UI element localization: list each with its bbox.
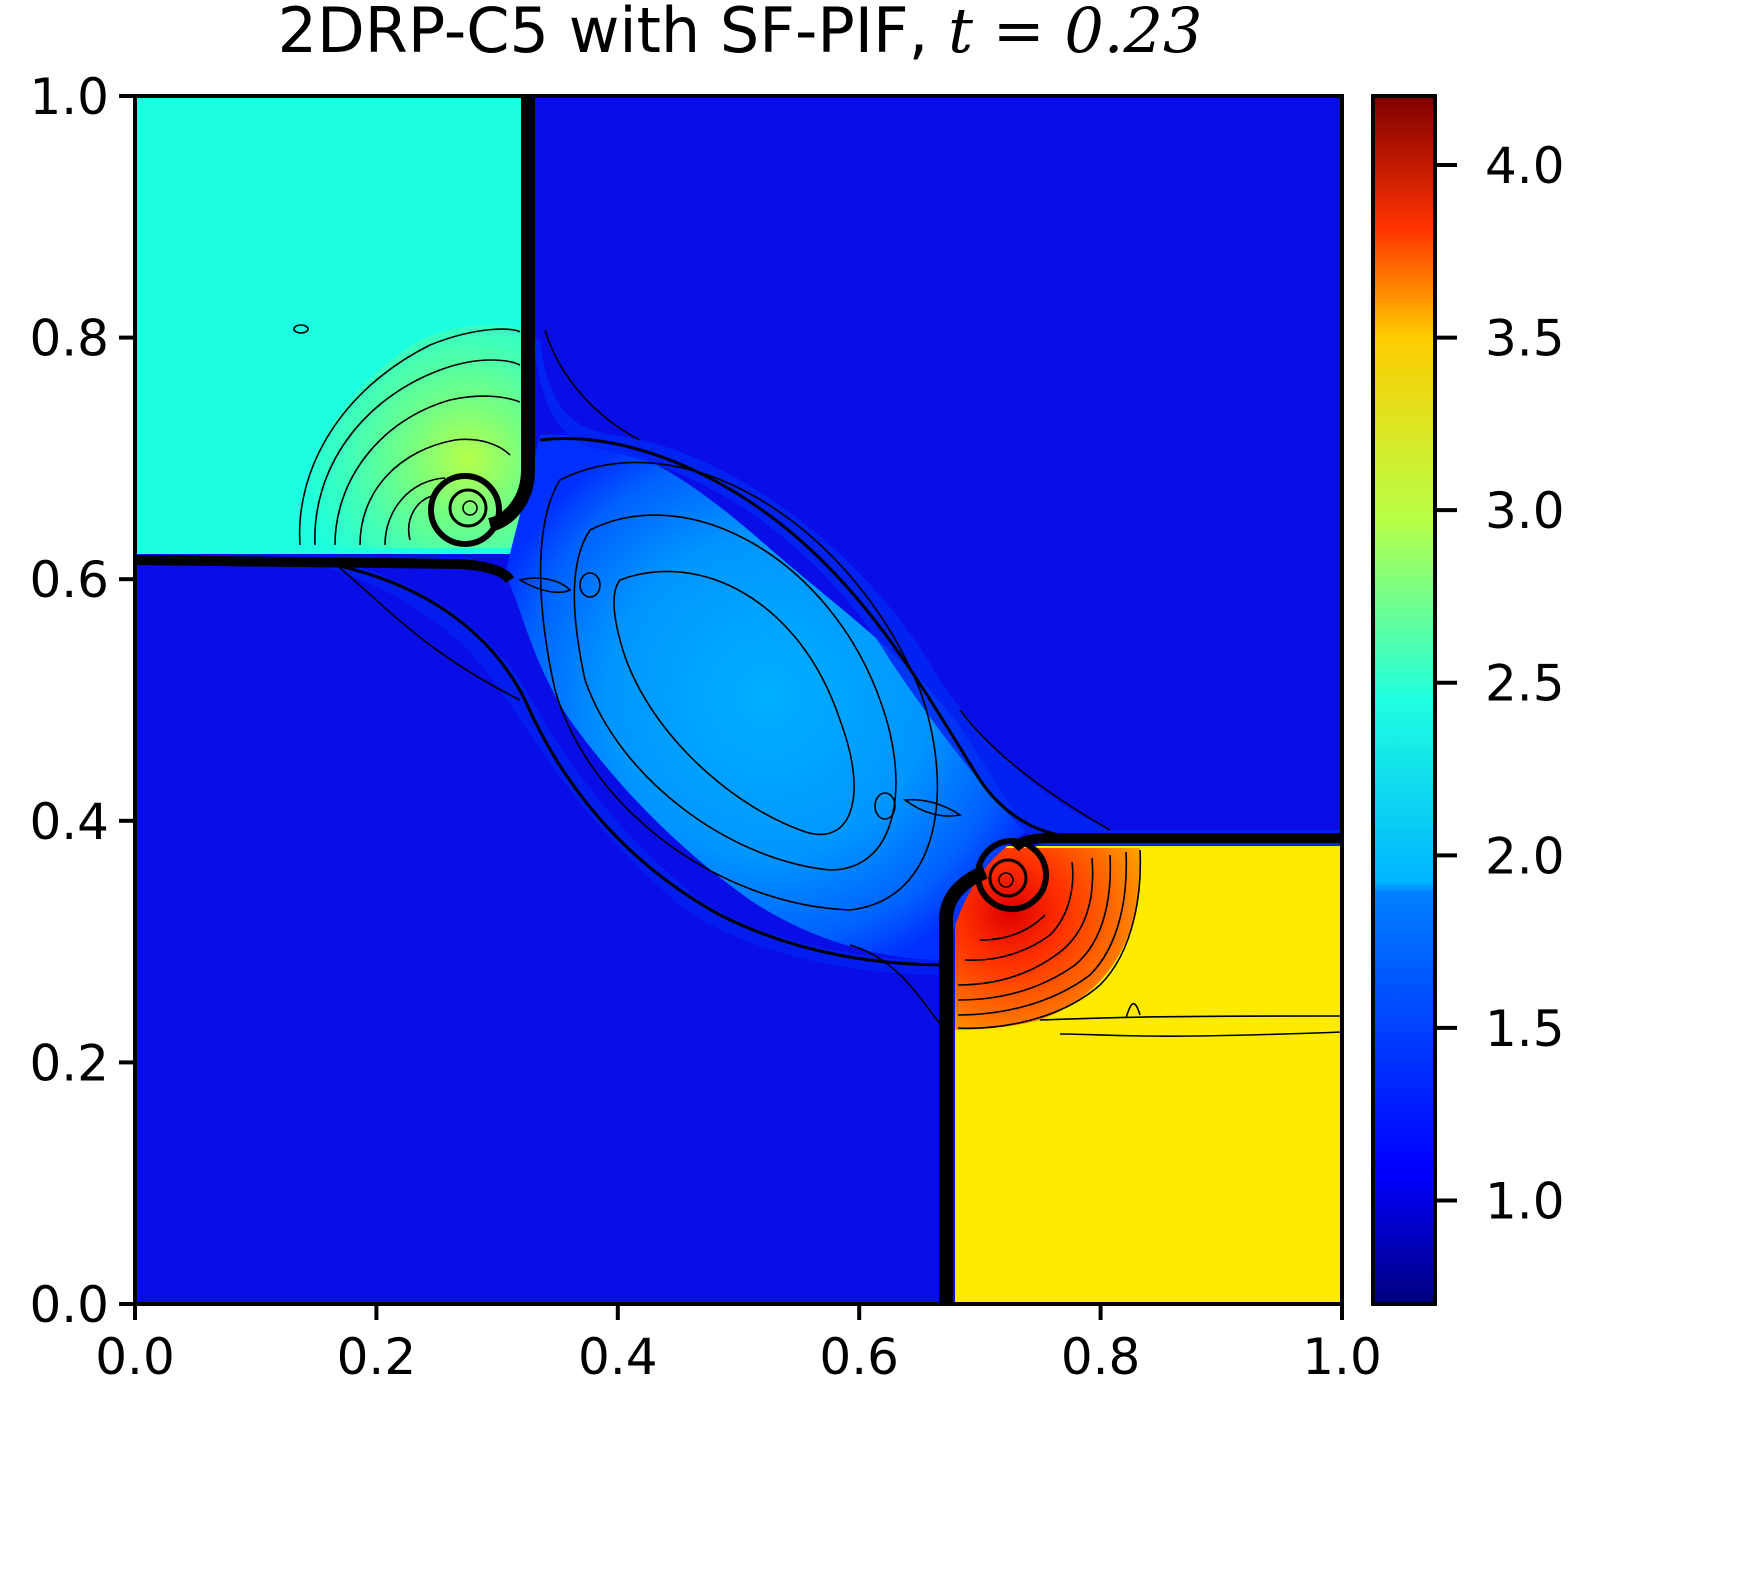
y-tick-label: 0.2 [29, 1034, 109, 1092]
colorbar-axis: 1.0 1.5 2.0 2.5 3.0 3.5 4.0 [1435, 137, 1565, 1230]
colorbar-tick-label: 2.0 [1485, 827, 1565, 885]
y-tick-label: 0.0 [29, 1276, 109, 1334]
colorbar-tick-label: 3.0 [1485, 482, 1565, 540]
y-axis: 0.0 0.2 0.4 0.6 0.8 1.0 [29, 68, 135, 1334]
chart-title-math: t = 0.23 [948, 0, 1202, 67]
central-jet [505, 434, 1030, 961]
x-tick-label: 0.6 [819, 1328, 899, 1386]
x-tick-label: 0.0 [95, 1328, 175, 1386]
slip-lines [135, 96, 1342, 1304]
y-tick-label: 0.4 [29, 793, 109, 851]
colorbar-tick-label: 2.5 [1485, 655, 1565, 713]
y-tick-label: 1.0 [29, 68, 109, 126]
chart-title-text: 2DRP-C5 with SF-PIF, [278, 0, 949, 67]
colorbar-tick-label: 1.0 [1485, 1172, 1565, 1230]
x-tick-label: 0.8 [1061, 1328, 1141, 1386]
y-tick-label: 0.8 [29, 310, 109, 368]
plot-area [135, 96, 1342, 1304]
contour-lines [293, 324, 1342, 1037]
colorbar [1373, 96, 1435, 1304]
x-axis: 0.0 0.2 0.4 0.6 0.8 1.0 [95, 1304, 1382, 1386]
chart-title: 2DRP-C5 with SF-PIF, t = 0.23 [278, 0, 1203, 67]
plot-frame [133, 94, 1344, 1306]
upper-left-vortex [298, 324, 524, 548]
x-tick-label: 0.2 [337, 1328, 417, 1386]
colorbar-tick-label: 1.5 [1485, 1000, 1565, 1058]
x-tick-label: 1.0 [1302, 1328, 1382, 1386]
colorbar-tick-label: 3.5 [1485, 310, 1565, 368]
x-tick-label: 0.4 [578, 1328, 658, 1386]
colorbar-tick-label: 4.0 [1485, 137, 1565, 195]
y-tick-label: 0.6 [29, 551, 109, 609]
colorbar-frame [1371, 94, 1437, 1306]
